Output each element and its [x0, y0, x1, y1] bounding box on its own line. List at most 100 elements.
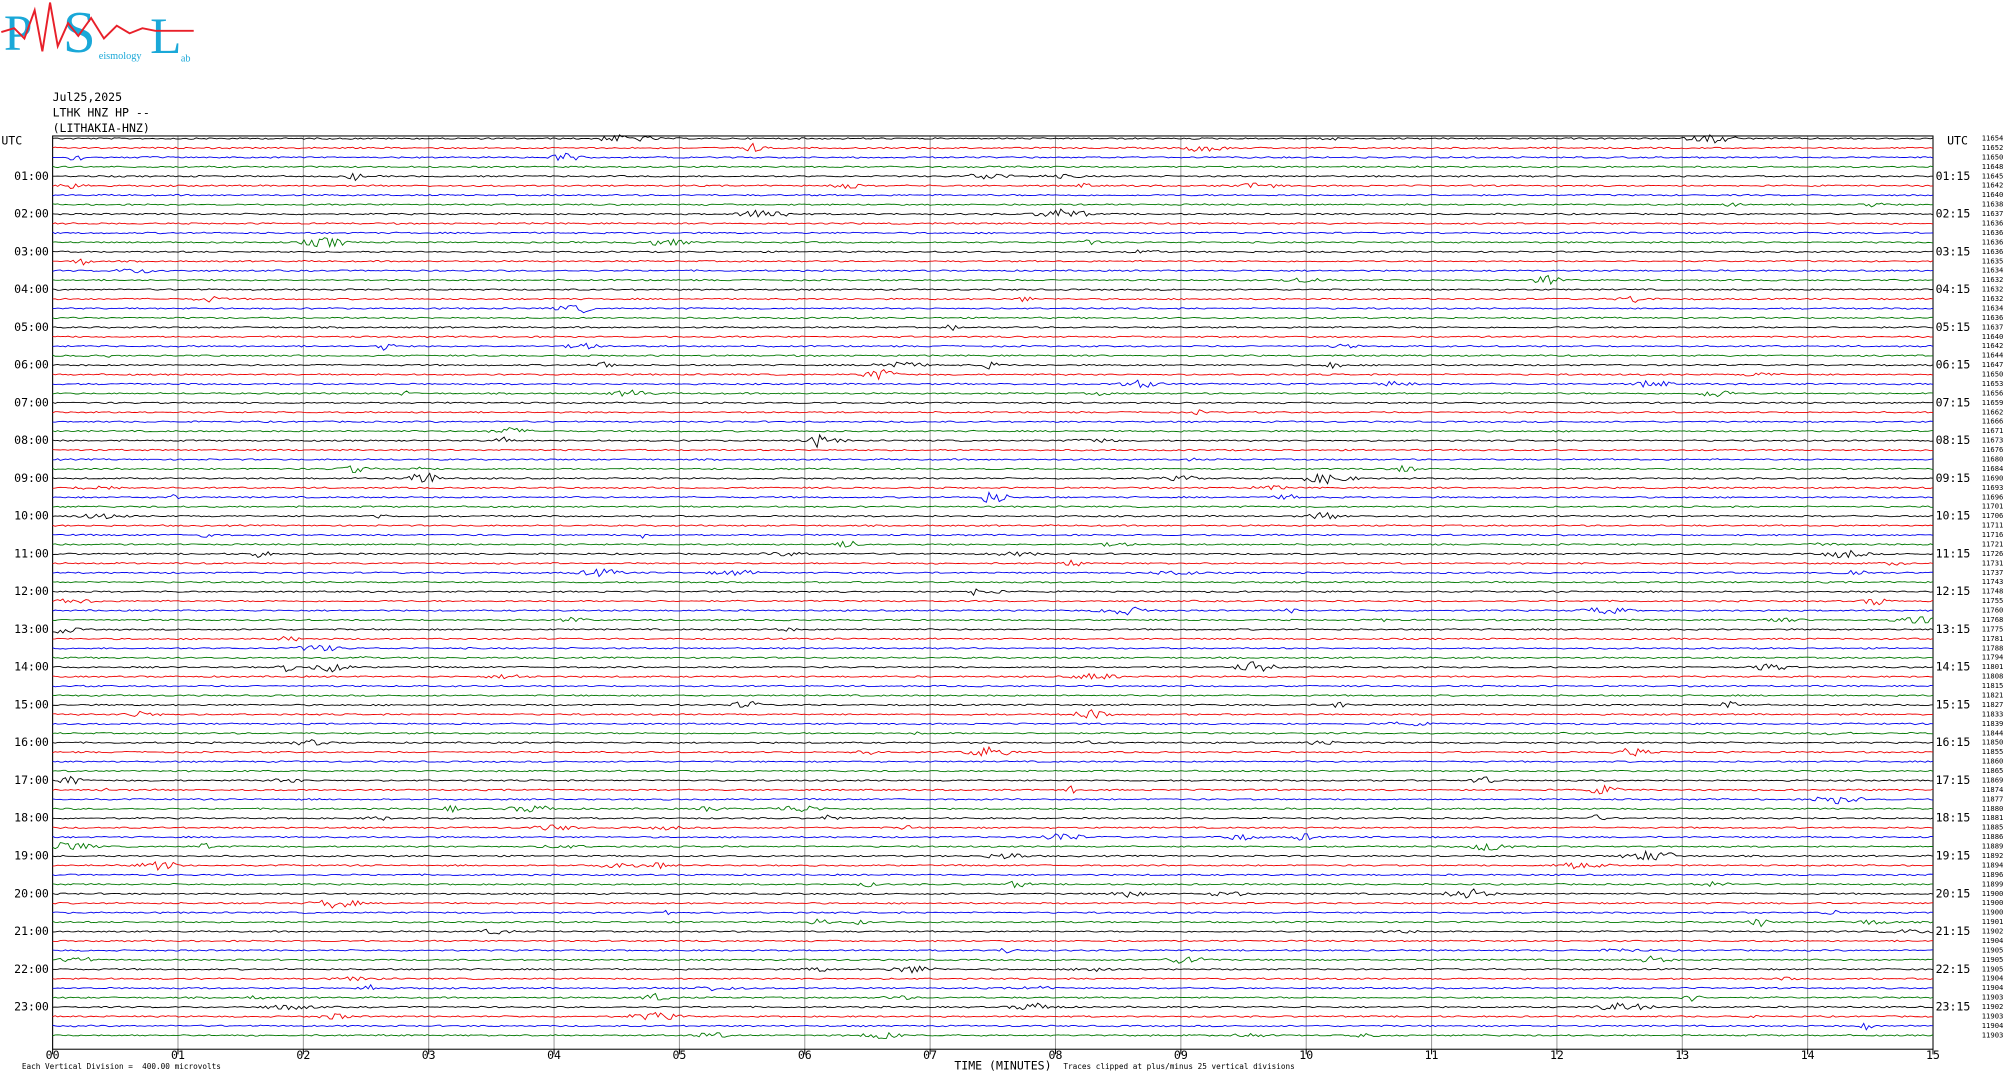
line-count: 11644	[1982, 351, 2004, 360]
trace	[52, 1022, 1934, 1031]
trace	[52, 947, 1934, 954]
trace	[52, 268, 1934, 274]
hour-label: 20:00	[14, 886, 49, 900]
trace	[52, 588, 1934, 597]
logo-wave	[1, 2, 194, 52]
trace	[52, 409, 1934, 416]
trace	[52, 769, 1934, 773]
line-count: 11673	[1982, 436, 2004, 445]
trace	[52, 354, 1934, 358]
trace	[52, 918, 1934, 928]
line-count: 11904	[1982, 974, 2004, 983]
trace	[52, 533, 1934, 539]
trace	[52, 231, 1934, 235]
line-count: 11889	[1982, 842, 2004, 851]
hour-label: 02:00	[14, 207, 49, 221]
trace	[52, 427, 1934, 433]
line-count: 11652	[1982, 143, 2004, 152]
line-count: 11680	[1982, 455, 2004, 464]
hour-label: 18:00	[14, 811, 49, 825]
x-tick-label: 04	[547, 1048, 561, 1062]
line-count: 11902	[1982, 927, 2004, 936]
trace	[52, 549, 1934, 559]
line-count: 11684	[1982, 464, 2004, 473]
line-count: 11788	[1982, 643, 2004, 652]
trace	[52, 172, 1934, 182]
line-count: 11640	[1982, 190, 2004, 199]
hour-label: 15:00	[14, 697, 49, 711]
station: LTHK HNZ HP --	[53, 105, 150, 119]
x-tick-label: 13	[1675, 1048, 1689, 1062]
line-count: 11731	[1982, 558, 2004, 567]
hour-label-right: 13:15	[1936, 622, 1971, 636]
trace	[52, 598, 1934, 606]
hour-label: 21:00	[14, 924, 49, 938]
trace	[52, 540, 1934, 548]
line-count: 11654	[1982, 134, 2004, 143]
line-count: 11869	[1982, 775, 2004, 784]
line-count: 11637	[1982, 322, 2004, 331]
trace	[52, 721, 1934, 727]
line-count: 11637	[1982, 209, 2004, 218]
line-count: 11648	[1982, 162, 2004, 171]
x-tick-label: 07	[923, 1048, 937, 1062]
trace	[52, 472, 1934, 485]
x-tick-label: 08	[1049, 1048, 1063, 1062]
hour-label: 12:00	[14, 584, 49, 598]
trace	[52, 342, 1934, 351]
x-tick-label: 12	[1550, 1048, 1564, 1062]
line-count: 11636	[1982, 247, 2004, 256]
trace	[52, 258, 1934, 266]
line-count: 11901	[1982, 917, 2004, 926]
x-tick-label: 06	[798, 1048, 812, 1062]
hour-label-right: 12:15	[1936, 584, 1971, 598]
trace	[52, 379, 1934, 389]
line-count: 11636	[1982, 237, 2004, 246]
hour-label: 23:00	[14, 1000, 49, 1014]
line-count: 11650	[1982, 370, 2004, 379]
line-count: 11815	[1982, 681, 2004, 690]
hour-label-right: 08:15	[1936, 433, 1971, 447]
trace	[52, 580, 1934, 584]
trace	[52, 784, 1934, 795]
line-count: 11904	[1982, 1021, 2004, 1030]
line-count: 11850	[1982, 738, 2004, 747]
hour-label-right: 19:15	[1936, 848, 1971, 862]
line-count: 11900	[1982, 889, 2004, 898]
line-count: 11642	[1982, 341, 2004, 350]
line-count: 11905	[1982, 945, 2004, 954]
hour-label: 13:00	[14, 622, 49, 636]
trace	[52, 165, 1934, 169]
line-count: 11900	[1982, 898, 2004, 907]
line-count: 11905	[1982, 955, 2004, 964]
line-count: 11638	[1982, 200, 2004, 209]
trace	[52, 1031, 1934, 1039]
line-count: 11833	[1982, 709, 2004, 718]
hour-label-right: 17:15	[1936, 773, 1971, 787]
trace	[52, 316, 1934, 320]
trace	[52, 909, 1934, 916]
line-count: 11755	[1982, 596, 2004, 605]
trace	[52, 694, 1934, 697]
line-count: 11903	[1982, 1030, 2004, 1039]
hour-label-right: 03:15	[1936, 244, 1971, 258]
x-tick-label: 02	[296, 1048, 310, 1062]
trace	[52, 288, 1934, 291]
line-count: 11881	[1982, 813, 2004, 822]
trace	[52, 142, 1934, 152]
x-tick-label: 15	[1926, 1048, 1940, 1062]
logo-letter: P	[4, 5, 33, 62]
line-count: 11640	[1982, 332, 2004, 341]
trace	[52, 304, 1934, 314]
x-tick-label: 03	[422, 1048, 436, 1062]
trace	[52, 745, 1934, 757]
hour-label: 10:00	[14, 509, 49, 523]
line-count: 11671	[1982, 426, 2004, 435]
station-name: (LITHAKIA-HNZ)	[53, 121, 150, 135]
scale-note: Each Vertical Division = 400.00 microvol…	[22, 1062, 221, 1071]
trace	[52, 899, 1934, 909]
trace	[52, 873, 1934, 877]
line-count: 11716	[1982, 530, 2004, 539]
logo-word: eismology	[99, 51, 143, 62]
